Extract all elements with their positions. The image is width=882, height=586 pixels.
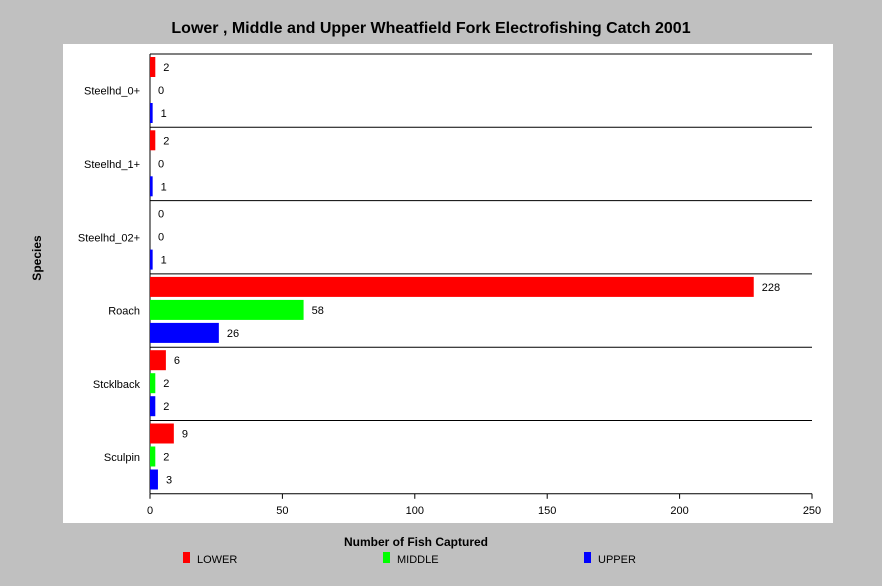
category-label: Roach (108, 306, 140, 318)
legend-swatch (183, 552, 190, 563)
bar (150, 446, 156, 467)
data-label: 2 (163, 135, 169, 147)
x-tick-label: 200 (670, 505, 688, 517)
data-label: 26 (227, 328, 239, 340)
data-label: 6 (174, 355, 180, 367)
category-label: Steelhd_0+ (84, 86, 140, 98)
bar (150, 373, 156, 394)
data-label: 0 (158, 158, 164, 170)
legend-swatch (584, 552, 591, 563)
x-tick-label: 50 (276, 505, 288, 517)
legend-swatch (383, 552, 390, 563)
legend: LOWER MIDDLE UPPER (183, 552, 636, 566)
data-label: 0 (158, 209, 164, 221)
bar (150, 299, 304, 320)
bar (150, 396, 156, 417)
data-label: 1 (161, 255, 167, 267)
data-label: 1 (161, 181, 167, 193)
y-axis-title: Species (30, 235, 44, 281)
bar (150, 350, 166, 371)
data-label: 2 (163, 452, 169, 464)
data-label: 2 (163, 62, 169, 74)
x-tick-label: 250 (803, 505, 821, 517)
data-label: 58 (312, 305, 324, 317)
bar (150, 469, 158, 490)
data-label: 9 (182, 429, 188, 441)
category-label: Steelhd_1+ (84, 159, 140, 171)
plot-area: 0 50 100 150 200 250Steelhd_0+201Steelhd_1+20… (78, 53, 821, 517)
data-label: 1 (161, 108, 167, 120)
x-axis-title: Number of Fish Captured (344, 535, 488, 549)
legend-label: LOWER (197, 554, 237, 566)
data-label: 0 (158, 232, 164, 244)
legend-label: UPPER (598, 554, 636, 566)
bar (150, 130, 156, 151)
x-tick-label: 150 (538, 505, 556, 517)
bar (150, 249, 153, 270)
bar (150, 57, 156, 77)
category-label: Steelhd_02+ (78, 232, 140, 244)
category-label: Sculpin (104, 452, 140, 464)
x-tick-label: 0 (147, 505, 153, 517)
category-label: Stcklback (93, 379, 141, 391)
data-label: 228 (762, 282, 780, 294)
bar (150, 276, 754, 297)
bar (150, 103, 153, 123)
x-tick-label: 100 (406, 505, 424, 517)
legend-label: MIDDLE (397, 554, 439, 566)
data-label: 2 (163, 401, 169, 413)
data-label: 0 (158, 85, 164, 97)
data-label: 3 (166, 475, 172, 487)
chart-title: Lower , Middle and Upper Wheatfield Fork… (171, 20, 690, 37)
data-label: 2 (163, 378, 169, 390)
bar (150, 322, 219, 343)
bar (150, 176, 153, 197)
bar (150, 423, 174, 444)
